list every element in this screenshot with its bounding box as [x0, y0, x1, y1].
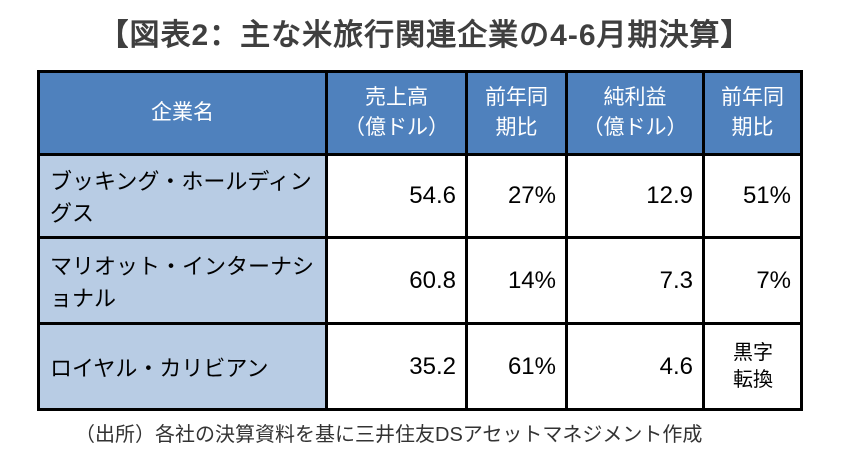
net-profit-cell: 4.6 — [565, 322, 705, 411]
revenue-yoy-cell: 61% — [465, 322, 568, 411]
table-row-marriott: マリオット・インターナショナル 60.8 14% 7.3 7% — [37, 236, 803, 325]
revenue-cell: 35.2 — [325, 322, 468, 411]
header-row: 企業名 売上高 （億ドル） 前年同 期比 純利益 （億ドル） 前年同 期比 — [37, 70, 803, 156]
col-header-profit-yoy: 前年同 期比 — [702, 70, 803, 156]
col-header-revenue: 売上高 （億ドル） — [325, 70, 468, 156]
results-table: 企業名 売上高 （億ドル） 前年同 期比 純利益 （億ドル） 前年同 期比 ブッ… — [37, 70, 803, 411]
table-row-royal-caribbean: ロイヤル・カリビアン 35.2 61% 4.6 黒字 転換 — [37, 322, 803, 411]
revenue-yoy-cell: 27% — [465, 153, 568, 239]
revenue-cell: 54.6 — [325, 153, 468, 239]
table-row-booking: ブッキング・ホールディングス 54.6 27% 12.9 51% — [37, 153, 803, 239]
revenue-yoy-cell: 14% — [465, 236, 568, 325]
company-name-cell: ブッキング・ホールディングス — [37, 153, 328, 239]
source-note: （出所）各社の決算資料を基に三井住友DSアセットマネジメント作成 — [75, 424, 703, 446]
net-profit-cell: 12.9 — [565, 153, 705, 239]
col-header-revenue-yoy: 前年同 期比 — [465, 70, 568, 156]
company-name-cell: ロイヤル・カリビアン — [37, 322, 328, 411]
net-profit-cell: 7.3 — [565, 236, 705, 325]
revenue-cell: 60.8 — [325, 236, 468, 325]
figure-title: 【図表2：主な米旅行関連企業の4-6月期決算】 — [98, 19, 752, 52]
profit-yoy-cell: 7% — [702, 236, 803, 325]
col-header-net-profit: 純利益 （億ドル） — [565, 70, 705, 156]
col-header-company: 企業名 — [37, 70, 328, 156]
company-name-cell: マリオット・インターナショナル — [37, 236, 328, 325]
profit-yoy-cell: 51% — [702, 153, 803, 239]
profit-yoy-cell: 黒字 転換 — [702, 322, 803, 411]
